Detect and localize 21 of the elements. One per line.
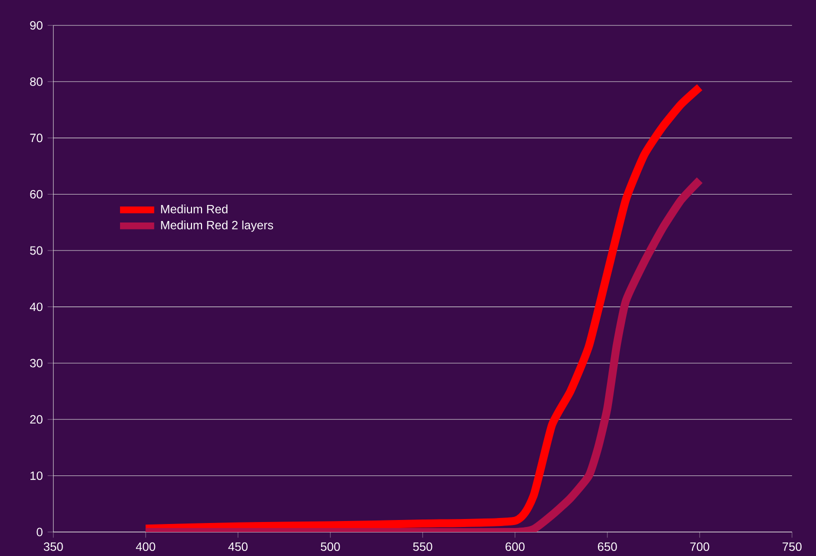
legend-label: Medium Red (161, 204, 228, 214)
x-tick-label: 400 (136, 542, 156, 551)
x-tick-label: 450 (228, 542, 248, 551)
x-tick-label: 650 (598, 542, 617, 551)
y-tick-label: 0 (36, 528, 42, 536)
x-tick-label: 550 (413, 542, 432, 551)
x-tick-label: 750 (782, 542, 802, 551)
y-tick-label: 30 (30, 358, 42, 368)
x-tick-label: 700 (690, 542, 710, 551)
y-tick-label: 50 (30, 246, 42, 255)
legend-label: Medium Red 2 layers (161, 220, 274, 232)
x-tick-label: 600 (506, 542, 525, 551)
x-tick-label: 500 (320, 542, 340, 551)
y-tick-label: 60 (30, 190, 42, 198)
y-tick-label: 10 (30, 471, 42, 480)
y-tick-label: 40 (30, 302, 42, 312)
x-tick-label: 350 (44, 542, 63, 551)
y-tick-label: 90 (30, 21, 42, 30)
y-tick-label: 20 (30, 415, 42, 424)
y-tick-label: 70 (30, 134, 42, 142)
y-tick-label: 80 (30, 77, 42, 86)
